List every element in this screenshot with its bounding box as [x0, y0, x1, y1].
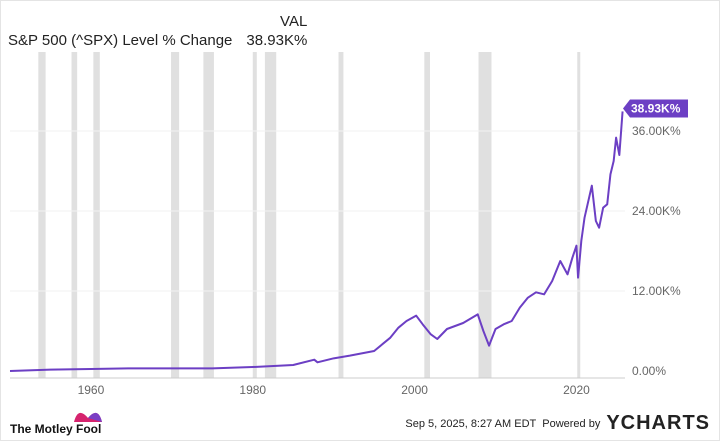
legend-series-value: 38.93K%	[246, 32, 308, 49]
recession-band	[478, 52, 492, 378]
y-tick-label: 0.00%	[632, 364, 666, 378]
legend-series-name[interactable]: S&P 500 (^SPX) Level % Change	[8, 32, 233, 49]
y-tick-label: 24.00K%	[632, 204, 681, 218]
legend-column-header: VAL	[280, 13, 308, 30]
timestamp: Sep 5, 2025, 8:27 AM EDT	[405, 417, 537, 430]
end-value-badge	[623, 99, 688, 118]
recession-band	[93, 52, 100, 378]
legend: S&P 500 (^SPX) Level % Change VAL 38.93K…	[8, 12, 307, 50]
recession-band	[577, 52, 581, 378]
recession-band	[338, 52, 344, 378]
x-tick-label: 2000	[401, 383, 428, 397]
brand-text: The Motley Fool	[10, 422, 102, 436]
ycharts-logo[interactable]: YCHARTS	[606, 412, 710, 434]
recession-band	[38, 52, 46, 378]
x-tick-label: 1960	[78, 383, 105, 397]
line-chart: 0.00% 12.00K% 24.00K% 36.00K% 1960 1980 2000 20…	[9, 52, 688, 397]
x-tick-label: 2020	[563, 383, 590, 397]
recession-band	[424, 52, 430, 378]
series-line	[9, 111, 624, 372]
x-tick-label: 1980	[239, 383, 266, 397]
motley-fool-logo: The Motley Fool	[10, 404, 108, 436]
recession-band	[264, 52, 277, 378]
recession-band	[252, 52, 257, 378]
powered-by: Powered by	[542, 417, 601, 430]
recession-band	[71, 52, 78, 378]
y-tick-label: 36.00K%	[632, 124, 681, 138]
recession-band	[203, 52, 214, 378]
jester-hat-icon	[74, 412, 102, 422]
y-tick-label: 12.00K%	[632, 284, 681, 298]
end-value-label: 38.93K%	[631, 101, 681, 115]
recession-band	[171, 52, 180, 378]
footer-attribution: Sep 5, 2025, 8:27 AM EDT Powered by YCHA…	[405, 412, 710, 435]
